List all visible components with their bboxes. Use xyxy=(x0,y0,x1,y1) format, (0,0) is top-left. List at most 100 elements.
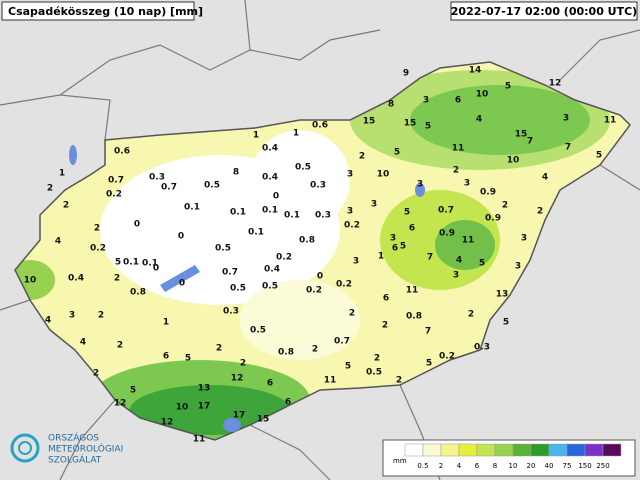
station-value: 2 xyxy=(93,369,99,379)
station-value: 12 xyxy=(231,374,244,384)
station-value: 3 xyxy=(417,180,423,190)
station-value: 4 xyxy=(542,173,548,183)
station-value: 11 xyxy=(406,286,419,296)
legend-unit: mm xyxy=(393,457,407,465)
station-value: 0.9 xyxy=(480,188,496,198)
station-value: 0.7 xyxy=(334,337,350,347)
station-value: 0.7 xyxy=(108,176,124,186)
station-value: 12 xyxy=(549,79,562,89)
station-value: 0.2 xyxy=(276,253,292,263)
station-value: 0.6 xyxy=(114,147,130,157)
station-value: 0.5 xyxy=(204,181,220,191)
station-value: 0.1 xyxy=(123,258,139,268)
legend-swatch xyxy=(530,443,550,457)
station-value: 0.4 xyxy=(262,173,278,183)
station-value: 7 xyxy=(565,143,571,153)
station-value: 0 xyxy=(178,232,184,242)
station-value: 7 xyxy=(425,327,431,337)
station-value: 6 xyxy=(455,96,461,106)
legend-swatch xyxy=(458,443,478,457)
station-value: 4 xyxy=(55,237,61,247)
station-value: 0.5 xyxy=(295,163,311,173)
station-value: 13 xyxy=(198,384,211,394)
legend-swatch xyxy=(404,443,424,457)
legend-tick-label: 150 xyxy=(578,462,591,470)
timestamp-box xyxy=(450,1,638,21)
station-value: 1 xyxy=(253,131,259,141)
legend: mm 0.5 2 4 6 8 10 20 40 75 150 250 xyxy=(382,439,636,477)
legend-swatch xyxy=(548,443,568,457)
station-value: 0.5 xyxy=(230,284,246,294)
station-value: 4 xyxy=(80,338,86,348)
station-value: 0.3 xyxy=(315,211,331,221)
station-value: 0.3 xyxy=(310,181,326,191)
legend-tick-label: 75 xyxy=(563,462,572,470)
station-value: 0.2 xyxy=(336,280,352,290)
logo-text: METEOROLÓGIAI xyxy=(48,443,123,455)
station-value: 0.8 xyxy=(278,348,294,358)
station-value: 15 xyxy=(404,119,417,129)
station-value: 2 xyxy=(359,152,365,162)
station-value: 2 xyxy=(537,207,543,217)
station-value: 10 xyxy=(476,90,489,100)
station-value: 0.1 xyxy=(262,206,278,216)
station-value: 8 xyxy=(233,168,239,178)
station-value: 11 xyxy=(452,144,465,154)
station-value: 17 xyxy=(233,411,246,421)
station-value: 2 xyxy=(216,344,222,354)
station-value: 3 xyxy=(515,262,521,272)
legend-tick-label: 8 xyxy=(493,462,497,470)
station-value: 2 xyxy=(98,311,104,321)
station-value: 2 xyxy=(468,310,474,320)
station-value: 2 xyxy=(374,354,380,364)
station-value: 3 xyxy=(69,311,75,321)
station-value: 3 xyxy=(563,114,569,124)
station-value: 2 xyxy=(349,309,355,319)
station-value: 0 xyxy=(153,264,159,274)
station-value: 10 xyxy=(507,156,520,166)
legend-swatch xyxy=(440,443,460,457)
station-value: 2 xyxy=(382,321,388,331)
legend-swatch xyxy=(602,443,622,457)
station-value: 5 xyxy=(426,359,432,369)
station-value: 0.6 xyxy=(312,121,328,131)
station-value: 5 xyxy=(130,386,136,396)
station-value: 2 xyxy=(47,184,53,194)
station-value: 0.1 xyxy=(184,203,200,213)
station-value: 0.8 xyxy=(130,288,146,298)
station-value: 1 xyxy=(378,252,384,262)
legend-tick-label: 20 xyxy=(527,462,536,470)
station-value: 5 xyxy=(345,362,351,372)
station-value: 6 xyxy=(392,244,398,254)
station-value: 0 xyxy=(179,279,185,289)
station-value: 0.2 xyxy=(344,221,360,231)
station-value: 4 xyxy=(476,115,482,125)
station-value: 1 xyxy=(293,129,299,139)
station-value: 11 xyxy=(324,376,337,386)
station-value: 0.9 xyxy=(485,214,501,224)
station-value: 0.7 xyxy=(222,268,238,278)
logo: ORSZÁGOS METEOROLÓGIAI SZOLGÁLAT xyxy=(10,432,123,466)
station-value: 7 xyxy=(527,137,533,147)
title-box xyxy=(1,1,195,21)
station-value: 5 xyxy=(425,122,431,132)
station-value: 5 xyxy=(503,318,509,328)
station-value: 0.9 xyxy=(439,229,455,239)
station-value: 0.2 xyxy=(306,286,322,296)
station-value: 14 xyxy=(469,66,482,76)
timestamp: 2022-07-17 02:00 (00:00 UTC) xyxy=(451,5,637,18)
station-value: 0.2 xyxy=(90,244,106,254)
station-value: 3 xyxy=(347,207,353,217)
legend-tick-label: 2 xyxy=(439,462,443,470)
legend-swatch xyxy=(584,443,604,457)
station-value: 12 xyxy=(161,418,174,428)
station-value: 0.8 xyxy=(299,236,315,246)
station-value: 11 xyxy=(604,116,617,126)
station-value: 0.1 xyxy=(230,208,246,218)
station-value: 2 xyxy=(63,201,69,211)
station-value: 3 xyxy=(347,170,353,180)
station-value: 5 xyxy=(394,148,400,158)
